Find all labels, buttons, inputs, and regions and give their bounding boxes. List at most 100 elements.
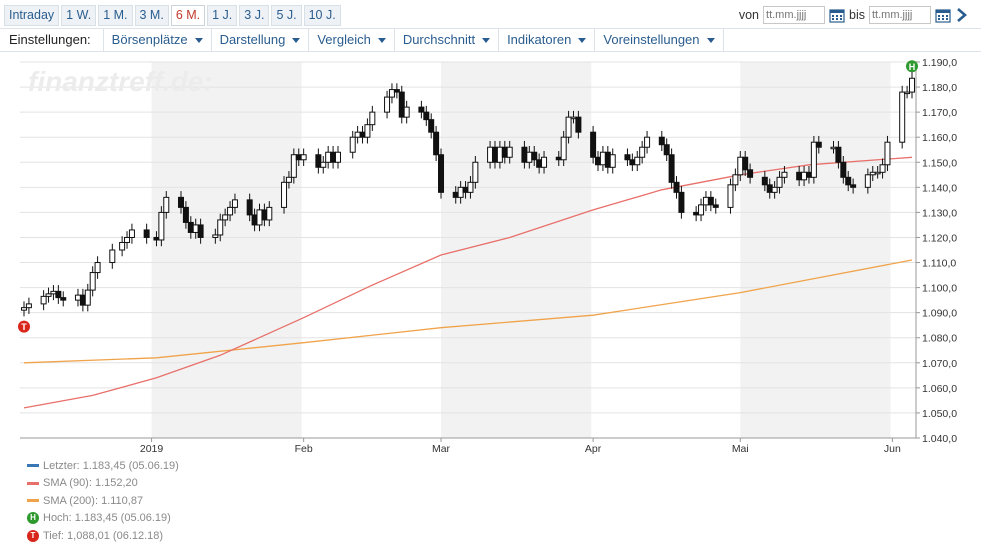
candle-body (197, 224, 204, 238)
candle-body (796, 171, 803, 181)
caret-down-icon (578, 38, 587, 44)
candle-body (182, 206, 189, 223)
y-tick-label: 1.180,0 (922, 82, 957, 94)
menu-voreinstellungen[interactable]: Voreinstellungen (595, 29, 724, 51)
candle (810, 135, 817, 184)
settings-bar: Einstellungen: Börsenplätze Darstellung … (0, 28, 981, 52)
candle-body (217, 219, 224, 236)
legend-sma200: SMA (200): 1.110,87 (27, 492, 179, 510)
y-tick-label: 1.150,0 (922, 157, 957, 169)
candle (590, 125, 597, 164)
menu-label: Darstellung (219, 32, 286, 47)
candle-body (40, 295, 47, 305)
candle-body (251, 214, 258, 226)
menu-label: Vergleich (317, 32, 371, 47)
legend-label: SMA (200): 1.110,87 (43, 494, 144, 507)
candle-body (707, 196, 714, 206)
candle (349, 130, 356, 159)
candle-body (874, 171, 881, 175)
y-tick-label: 1.190,0 (922, 57, 957, 69)
menu-boersenplaetze[interactable]: Börsenplätze (104, 29, 212, 51)
candle-body (119, 241, 126, 251)
candle-body (393, 89, 400, 93)
low-marker-icon: T (27, 529, 39, 542)
menu-durchschnitt[interactable]: Durchschnitt (395, 29, 500, 51)
candle (658, 130, 665, 151)
candle-body (281, 181, 288, 208)
menu-darstellung[interactable]: Darstellung (212, 29, 310, 51)
candle (776, 171, 783, 194)
legend-swatch (27, 481, 39, 485)
candle-body (634, 156, 641, 166)
candle (433, 125, 440, 162)
candle (599, 145, 606, 172)
menu-indikatoren[interactable]: Indikatoren (499, 29, 596, 51)
von-date-input[interactable] (763, 6, 826, 24)
candle-body (94, 262, 101, 274)
range-1m[interactable]: 1 M. (98, 5, 133, 26)
range-3j[interactable]: 3 J. (239, 5, 270, 26)
candle-body (830, 146, 837, 150)
candle (84, 283, 91, 312)
candle-body (771, 186, 778, 193)
candle-body (124, 236, 131, 243)
candle (747, 163, 754, 184)
candle-body (737, 156, 744, 176)
candle-body (330, 151, 337, 163)
candle (629, 153, 636, 172)
candle (595, 150, 602, 172)
range-3m[interactable]: 3 M. (134, 5, 169, 26)
candle-body (50, 290, 57, 295)
candle (835, 140, 842, 169)
candle-body (452, 191, 459, 198)
candle-body (433, 131, 440, 156)
candle-body (300, 154, 307, 161)
candle (742, 150, 749, 177)
candle-body (334, 151, 341, 163)
candle (398, 85, 405, 124)
menu-vergleich[interactable]: Vergleich (309, 29, 395, 51)
candle-body (835, 146, 842, 163)
candle-body (462, 186, 469, 193)
candle-body (815, 141, 822, 148)
range-5j[interactable]: 5 J. (271, 5, 302, 26)
candle-body (212, 234, 219, 238)
candle-body (869, 171, 876, 176)
candle (732, 168, 739, 192)
y-tick-label: 1.060,0 (922, 383, 957, 395)
candle-body (732, 174, 739, 186)
candle (879, 158, 886, 179)
candle (668, 148, 675, 189)
candle-body (531, 151, 538, 161)
candle-body (781, 171, 788, 178)
candle-body (89, 272, 96, 291)
range-intraday[interactable]: Intraday (4, 5, 60, 26)
range-1w[interactable]: 1 W. (61, 5, 97, 26)
y-tick-label: 1.160,0 (922, 132, 957, 144)
calendar-icon[interactable] (829, 7, 845, 23)
range-10j[interactable]: 10 J. (303, 5, 341, 26)
candle-body (673, 181, 680, 193)
candle (354, 125, 361, 144)
candle (428, 113, 435, 139)
candle-body (428, 119, 435, 133)
legend-swatch (27, 499, 39, 503)
candle (222, 208, 229, 227)
candle-body (403, 106, 410, 118)
low-marker-circle (18, 320, 30, 333)
range-6m[interactable]: 6 M. (170, 5, 206, 26)
candle (320, 156, 327, 174)
candle-body (879, 164, 886, 173)
calendar-icon[interactable] (935, 7, 951, 23)
candle-body (45, 293, 52, 297)
toolbar: Intraday 1 W. 1 M. 3 M. 6 M. 1 J. 3 J. 5… (0, 0, 981, 28)
candle-body (256, 209, 263, 226)
y-tick-label: 1.050,0 (922, 408, 957, 420)
legend-sma90: SMA (90): 1.152,20 (27, 475, 179, 493)
range-1j[interactable]: 1 J. (207, 5, 238, 26)
high-marker-circle (906, 60, 918, 73)
chevron-right-icon[interactable] (955, 7, 969, 23)
range-selector: Intraday 1 W. 1 M. 3 M. 6 M. 1 J. 3 J. 5… (4, 5, 341, 26)
candle-body (712, 204, 719, 208)
bis-date-input[interactable] (869, 6, 931, 24)
